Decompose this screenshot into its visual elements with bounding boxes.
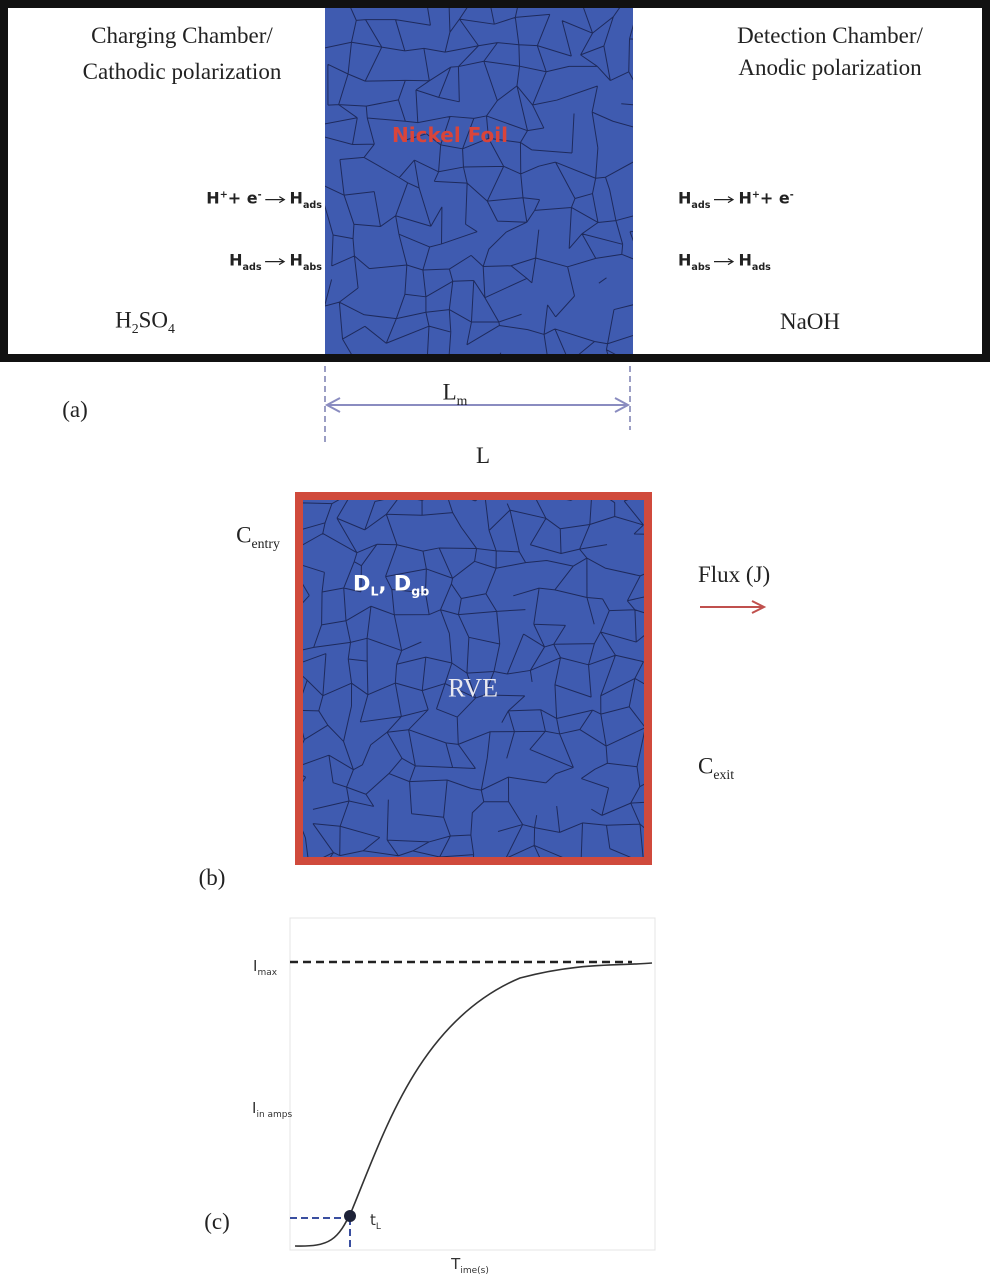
subscript: 4 [168,321,175,336]
text: D [353,571,370,595]
superscript: - [258,189,262,200]
reaction-arrow [265,194,287,204]
diffusivity-label: DL, Dgb [353,571,429,598]
text: NaOH [780,309,840,334]
concentration-label: Cexit [698,752,734,783]
max-label: Imax [253,957,277,979]
text: H [738,251,751,270]
concentration-label: Centry [236,521,280,552]
subscript: max [257,968,277,978]
solution-label: H2SO4 [115,306,175,337]
subscript: abs [691,262,710,273]
text: L [443,379,457,404]
rve-label: RVE [448,672,498,703]
subscript: ads [303,200,322,211]
reaction: H++ e-Hads [206,189,322,212]
reaction-arrow [713,194,735,204]
reaction-arrow [713,256,735,266]
diagram-graphics [0,0,990,1280]
subscript: ads [691,200,710,211]
text: H [206,189,219,208]
length-label: Lm [443,378,468,409]
subscript: m [457,393,468,408]
subscript: gb [411,584,429,599]
lag-label: tL [370,1211,381,1233]
text: H [678,251,691,270]
subscript: abs [303,262,322,273]
panel-tag: (b) [199,864,226,892]
reaction-arrow [265,256,287,266]
text: H [115,307,132,332]
subscript: 2 [132,321,139,336]
text: H [290,189,303,208]
y-axis-label: Iin amps [252,1099,292,1121]
text: , D [378,571,411,595]
subscript: ime(s) [460,1266,489,1276]
chamber-title: Cathodic polarization [83,58,282,86]
subscript: ads [752,262,771,273]
panel-tag: (a) [62,396,88,424]
chamber-title: Charging Chamber/ [91,22,273,50]
text: H [678,189,691,208]
foil-label: Nickel Foil [392,123,508,147]
text: H [229,251,242,270]
subscript: in amps [256,1110,292,1120]
lag-point [344,1210,356,1222]
text: C [236,522,251,547]
text: SO [139,307,168,332]
nickel-foil [325,0,633,360]
text: + e [228,189,258,208]
subscript: entry [251,536,279,551]
figure: Charging Chamber/Cathodic polarization De… [0,0,990,1280]
panel-tag: (c) [204,1208,230,1236]
chamber-title: Anodic polarization [738,54,921,82]
plot-frame [290,918,655,1250]
length-label: L [476,442,490,470]
solution-label: NaOH [780,308,840,336]
text: H [290,251,303,270]
subscript: L [376,1222,381,1232]
text: C [698,753,713,778]
chamber-title: Detection Chamber/ [737,22,923,50]
text: H [738,189,751,208]
subscript: exit [713,767,734,782]
x-axis-label: Time(s) [451,1255,489,1277]
flux-label: Flux (J) [698,561,770,589]
text: T [451,1255,460,1273]
permeation-curve [295,963,652,1246]
superscript: + [752,189,760,200]
text: + e [760,189,790,208]
subscript: ads [242,262,261,273]
superscript: - [790,189,794,200]
